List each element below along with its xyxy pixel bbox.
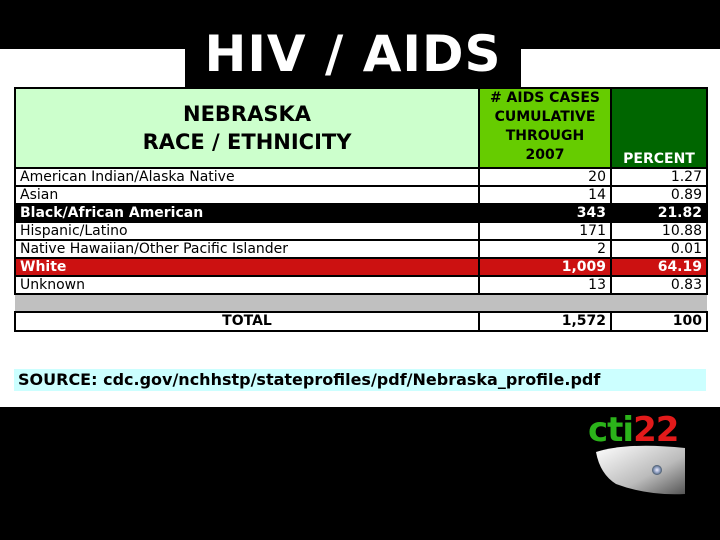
table-row: Asian 14 0.89	[14, 185, 708, 205]
row-cases: 1,009	[478, 257, 612, 277]
row-cases: 20	[478, 167, 612, 187]
row-label: Asian	[14, 185, 480, 205]
logo-text: cti22	[588, 410, 679, 450]
spacer-cell	[479, 293, 611, 313]
header-race-ethnicity: NEBRASKA RACE / ETHNICITY	[14, 87, 480, 169]
row-percent: 0.89	[610, 185, 708, 205]
total-label: TOTAL	[14, 311, 480, 332]
table-row: American Indian/Alaska Native 20 1.27	[14, 167, 708, 187]
header-cases: # AIDS CASES CUMULATIVE THROUGH 2007	[478, 87, 612, 169]
table-total-row: TOTAL 1,572 100	[14, 311, 708, 332]
spacer-cell	[15, 293, 479, 313]
logo-text-22: 22	[633, 410, 679, 450]
row-percent: 21.82	[610, 203, 708, 223]
header-label-line1: NEBRASKA	[183, 102, 311, 126]
header-cases-line2: CUMULATIVE	[494, 109, 596, 125]
header-cases-line3: THROUGH	[505, 128, 585, 144]
logo-swoosh-icon	[596, 445, 685, 495]
row-percent: 0.83	[610, 275, 708, 295]
row-label: Native Hawaiian/Other Pacific Islander	[14, 239, 480, 259]
logo-text-cti: cti	[588, 410, 634, 450]
row-cases: 14	[478, 185, 612, 205]
table-row-highlight-red: White 1,009 64.19	[14, 257, 708, 277]
row-label: White	[14, 257, 480, 277]
table-row: Unknown 13 0.83	[14, 275, 708, 295]
header-cases-line4: 2007	[525, 147, 565, 163]
cti22-logo: cti22	[588, 412, 698, 502]
row-cases: 343	[478, 203, 612, 223]
header-cases-line1: # AIDS CASES	[489, 90, 601, 106]
table-row: Native Hawaiian/Other Pacific Islander 2…	[14, 239, 708, 259]
table-header-row: NEBRASKA RACE / ETHNICITY # AIDS CASES C…	[14, 87, 708, 169]
row-cases: 13	[478, 275, 612, 295]
source-citation: SOURCE: cdc.gov/nchhstp/stateprofiles/pd…	[14, 369, 706, 391]
aids-cases-table: NEBRASKA RACE / ETHNICITY # AIDS CASES C…	[14, 87, 708, 332]
row-label: Black/African American	[14, 203, 480, 223]
row-percent: 1.27	[610, 167, 708, 187]
header-label-line2: RACE / ETHNICITY	[142, 130, 352, 154]
row-label: Unknown	[14, 275, 480, 295]
row-percent: 64.19	[610, 257, 708, 277]
spacer-cell	[611, 293, 707, 313]
row-percent: 0.01	[610, 239, 708, 259]
total-percent: 100	[610, 311, 708, 332]
total-cases: 1,572	[478, 311, 612, 332]
row-label: American Indian/Alaska Native	[14, 167, 480, 187]
row-cases: 2	[478, 239, 612, 259]
table-row-highlight-black: Black/African American 343 21.82	[14, 203, 708, 223]
slide-title: HIV / AIDS	[185, 22, 521, 88]
table-row: Hispanic/Latino 171 10.88	[14, 221, 708, 241]
row-label: Hispanic/Latino	[14, 221, 480, 241]
header-percent: PERCENT	[610, 87, 708, 169]
table-spacer-row	[15, 293, 707, 313]
row-cases: 171	[478, 221, 612, 241]
row-percent: 10.88	[610, 221, 708, 241]
